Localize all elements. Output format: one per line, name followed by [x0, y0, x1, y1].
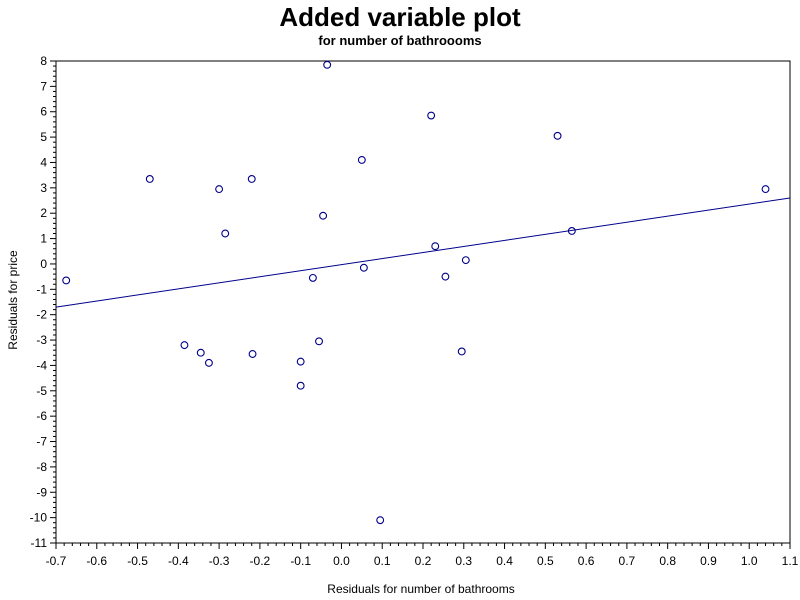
- x-tick-label: 1.1: [782, 554, 799, 568]
- data-point: [427, 111, 436, 120]
- data-point: [296, 381, 305, 390]
- y-tick-label: -2: [36, 308, 47, 322]
- y-tick-label: -8: [36, 460, 47, 474]
- x-axis-ticks: -0.7 -0.6 -0.5 -0.4 -0.3 -0.2 -0.1 0.0 0.1 0.2 0.3…: [46, 543, 799, 568]
- data-point: [431, 242, 440, 251]
- x-tick-label: 0.8: [659, 554, 676, 568]
- y-tick-label: -3: [36, 333, 47, 347]
- y-tick-label: -11: [31, 536, 48, 550]
- y-tick-label: 2: [40, 206, 47, 220]
- x-tick-label: -0.5: [127, 554, 148, 568]
- data-point: [323, 60, 332, 69]
- y-tick-label: -5: [36, 384, 47, 398]
- y-tick-label: 7: [40, 79, 47, 93]
- y-tick-label: -1: [36, 282, 47, 296]
- y-tick-label: -6: [36, 409, 47, 423]
- plot-axes: [55, 60, 791, 544]
- x-tick-label: 1.0: [741, 554, 758, 568]
- x-tick-label: 0.5: [537, 554, 554, 568]
- x-tick-label: 0.4: [496, 554, 513, 568]
- x-tick-label: 0.6: [578, 554, 595, 568]
- x-tick-label: -0.3: [209, 554, 230, 568]
- data-point: [215, 185, 224, 194]
- data-point: [296, 357, 305, 366]
- data-point: [62, 276, 71, 285]
- x-tick-label: -0.4: [168, 554, 189, 568]
- data-point: [145, 175, 154, 183]
- y-tick-label: 3: [40, 181, 47, 195]
- data-point: [553, 131, 562, 140]
- regression-line-group: [55, 197, 791, 308]
- chart-title: Added variable plot: [279, 2, 521, 32]
- y-tick-label: 0: [40, 257, 47, 271]
- y-tick-label: 5: [40, 130, 47, 144]
- x-tick-label: 0.2: [415, 554, 432, 568]
- data-point: [204, 358, 213, 367]
- regression-line: [55, 197, 791, 308]
- data-point: [461, 256, 470, 265]
- y-tick-label: 1: [40, 232, 47, 246]
- y-tick-label: 6: [40, 105, 47, 119]
- data-point: [567, 227, 576, 235]
- data-point: [376, 516, 385, 525]
- data-point: [196, 348, 205, 357]
- data-point: [457, 347, 466, 356]
- x-tick-label: -0.2: [250, 554, 271, 568]
- x-tick-label: 0.0: [333, 554, 350, 568]
- data-point: [308, 273, 317, 282]
- y-tick-label: -7: [36, 435, 47, 449]
- data-point: [761, 185, 770, 194]
- x-tick-label: -0.7: [46, 554, 67, 568]
- x-tick-label: 0.9: [700, 554, 717, 568]
- x-axis-label: Residuals for number of bathrooms: [327, 582, 514, 596]
- data-point: [221, 229, 230, 238]
- data-point: [315, 337, 323, 346]
- data-point: [247, 175, 256, 183]
- data-point: [248, 350, 257, 358]
- y-axis-label: Residuals for price: [6, 250, 20, 350]
- data-point: [357, 155, 366, 164]
- plot-frame: [55, 60, 791, 544]
- x-tick-label: 0.3: [455, 554, 472, 568]
- y-axis-ticks: 8 7 6 5 4 3 2 1 0 -1 -2 -3 -4 -5 -6 -7 -8 -9 -10 -11: [30, 54, 56, 550]
- data-point: [441, 272, 450, 281]
- y-tick-label: -4: [36, 358, 47, 372]
- y-tick-label: 8: [40, 54, 47, 68]
- x-tick-label: -0.6: [86, 554, 107, 568]
- data-point: [359, 263, 368, 272]
- chart-subtitle: for number of bathroooms: [318, 33, 482, 48]
- data-points: [62, 60, 770, 525]
- x-tick-label: 0.7: [619, 554, 636, 568]
- x-tick-label: 0.1: [374, 554, 391, 568]
- y-tick-label: 4: [40, 155, 47, 169]
- x-tick-label: -0.1: [290, 554, 311, 568]
- y-tick-label: -10: [30, 511, 48, 525]
- y-tick-label: -9: [36, 485, 47, 499]
- data-point: [180, 341, 189, 350]
- data-point: [319, 211, 328, 220]
